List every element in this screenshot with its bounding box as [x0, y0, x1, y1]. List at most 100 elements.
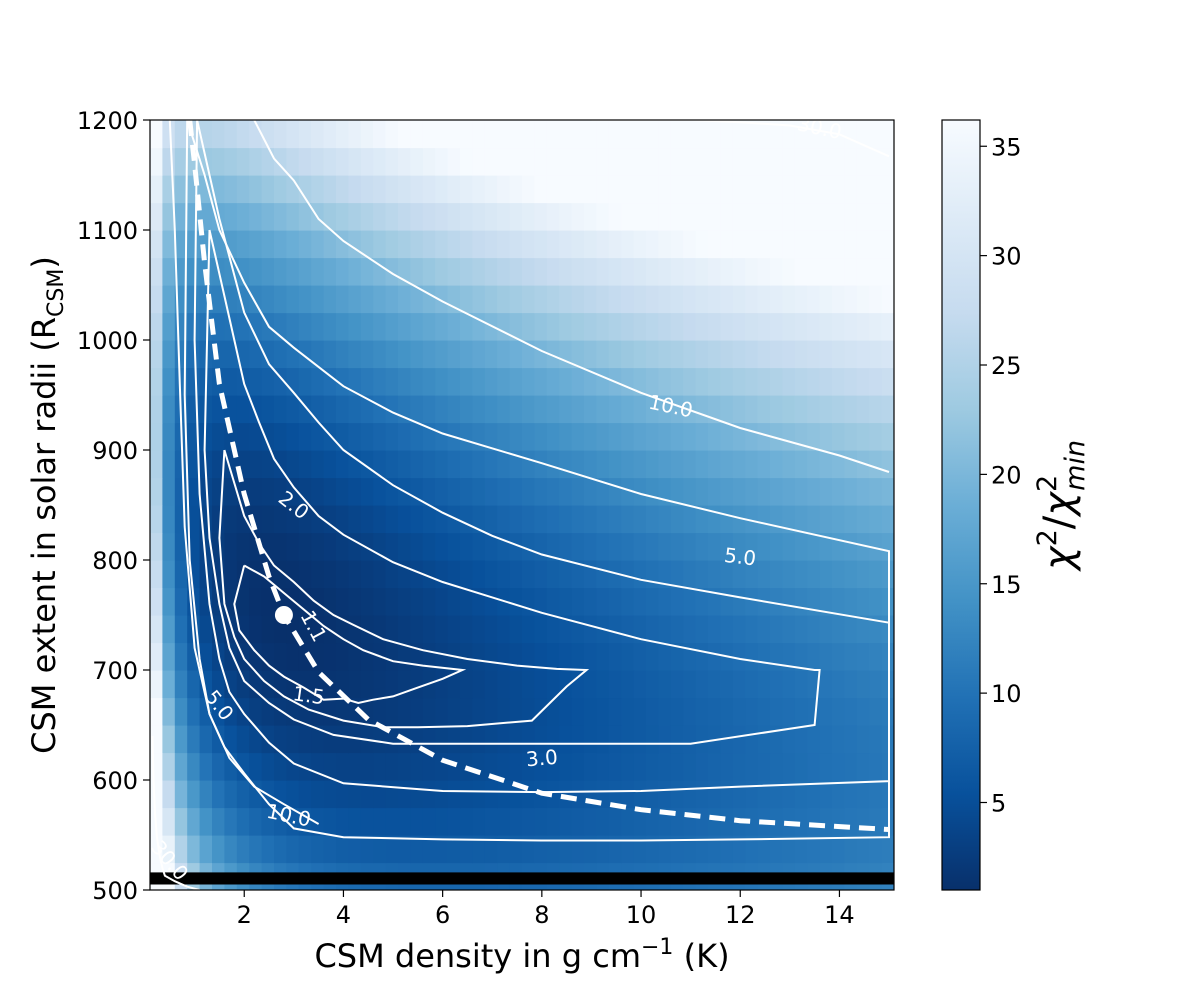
heatmap-cell [336, 395, 349, 424]
heatmap-cell [732, 340, 746, 369]
heatmap-cell [224, 202, 238, 231]
heatmap-cell [360, 505, 374, 534]
heatmap-cell [869, 477, 883, 506]
heatmap-cell [298, 615, 312, 644]
heatmap-cell [832, 780, 845, 809]
heatmap-cell [447, 202, 461, 231]
heatmap-cell [869, 257, 883, 286]
heatmap-cell [447, 312, 461, 341]
heatmap-cell [534, 312, 548, 341]
heatmap-cell [844, 257, 858, 286]
heatmap-cell [608, 780, 622, 809]
heatmap-cell [261, 120, 275, 149]
heatmap-cell [770, 532, 783, 561]
heatmap-cell [770, 340, 783, 369]
heatmap-cell [708, 670, 721, 699]
heatmap-cell [807, 147, 821, 176]
heatmap-cell [869, 147, 883, 176]
heatmap-cell [484, 120, 498, 149]
heatmap-cell [559, 835, 573, 864]
heatmap-cell [559, 697, 573, 726]
heatmap-cell [546, 422, 560, 451]
heatmap-cell [460, 725, 473, 754]
heatmap-cell [633, 285, 647, 314]
heatmap-cell [819, 642, 833, 671]
heatmap-cell [274, 395, 287, 424]
heatmap-cell [869, 752, 883, 781]
heatmap-cell [484, 230, 498, 259]
heatmap-cell [708, 477, 721, 506]
heatmap-cell [633, 257, 647, 286]
heatmap-cell [571, 697, 585, 726]
heatmap-cell [472, 670, 486, 699]
heatmap-cell [695, 175, 709, 204]
heatmap-cell [621, 312, 635, 341]
heatmap-cell [286, 175, 300, 204]
heatmap-cell [745, 340, 759, 369]
heatmap-cell [720, 257, 734, 286]
heatmap-cell [509, 670, 523, 699]
heatmap-cell [187, 395, 201, 424]
heatmap-cell [807, 340, 821, 369]
heatmap-cell [323, 450, 337, 479]
heatmap-cell [794, 697, 808, 726]
heatmap-cell [150, 312, 163, 341]
heatmap-cell [236, 120, 250, 149]
heatmap-cell [757, 230, 771, 259]
heatmap-cell [162, 725, 176, 754]
heatmap-cell [670, 257, 684, 286]
heatmap-cell [658, 670, 672, 699]
heatmap-cell [608, 697, 622, 726]
heatmap-cell [522, 367, 535, 396]
heatmap-cell [633, 532, 647, 561]
heatmap-cell [646, 257, 659, 286]
heatmap-cell [695, 642, 709, 671]
heatmap-cell [757, 835, 771, 864]
contour-line-2.0 [203, 229, 821, 745]
heatmap-cell [348, 285, 362, 314]
heatmap-cell [720, 560, 734, 589]
heatmap-cell [422, 807, 436, 836]
heatmap-cell [819, 147, 833, 176]
heatmap-cell [807, 835, 821, 864]
colorbar-tick-label: 10 [991, 680, 1022, 708]
heatmap-cell [708, 450, 721, 479]
heatmap-cell [410, 120, 424, 149]
heatmap-cell [398, 175, 411, 204]
heatmap-cell [683, 120, 697, 149]
heatmap-cell [348, 807, 362, 836]
heatmap-cell [720, 202, 734, 231]
heatmap-cell [596, 285, 610, 314]
heatmap-cell [236, 312, 250, 341]
heatmap-cell [695, 725, 709, 754]
heatmap-cell [584, 505, 597, 534]
heatmap-cell [782, 340, 796, 369]
heatmap-cell [745, 422, 759, 451]
heatmap-cell [460, 642, 473, 671]
heatmap-cell [274, 532, 287, 561]
heatmap-cell [187, 807, 201, 836]
heatmap-cell [484, 532, 498, 561]
heatmap-cell [187, 670, 201, 699]
heatmap-cell [844, 230, 858, 259]
heatmap-cell [162, 532, 176, 561]
heatmap-cell [832, 752, 845, 781]
heatmap-cell [422, 780, 436, 809]
heatmap-cell [497, 340, 511, 369]
heatmap-cell [261, 257, 275, 286]
heatmap-cell [546, 395, 560, 424]
heatmap-cell [819, 560, 833, 589]
heatmap-cell [162, 615, 176, 644]
heatmap-cell [522, 395, 535, 424]
heatmap-cell [336, 422, 349, 451]
heatmap-cell [373, 120, 387, 149]
heatmap-cell [472, 257, 486, 286]
heatmap-cell [856, 395, 870, 424]
heatmap-cell [732, 532, 746, 561]
heatmap-cell [336, 807, 349, 836]
heatmap-cell [832, 202, 845, 231]
heatmap-cell [274, 285, 287, 314]
heatmap-cell [249, 202, 263, 231]
heatmap-cell [497, 285, 511, 314]
